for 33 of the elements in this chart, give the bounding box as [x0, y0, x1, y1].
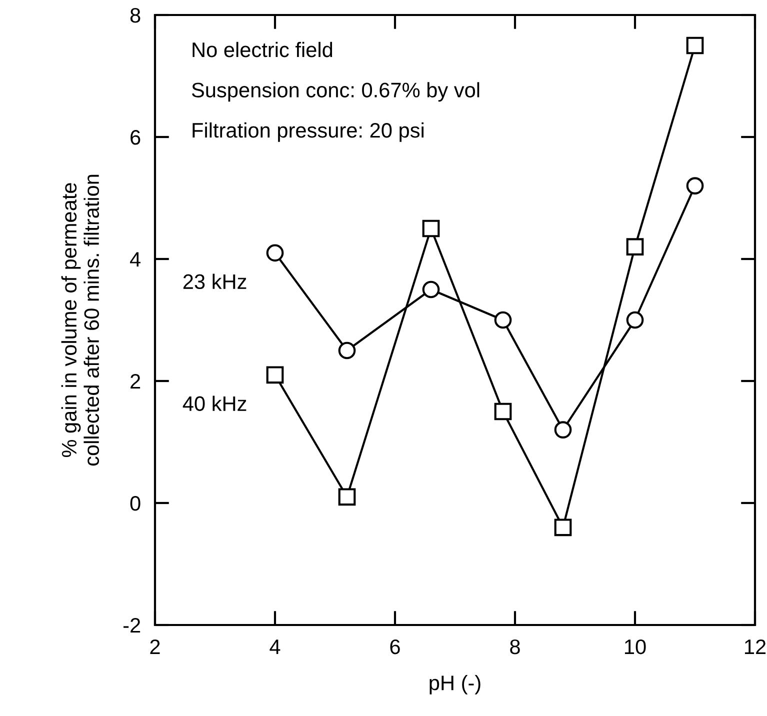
y-tick-label: 6: [130, 130, 140, 145]
point: [494, 311, 512, 329]
series-label: 40 kHz: [182, 396, 246, 412]
series-label: 23 kHz: [183, 274, 246, 290]
point: [554, 518, 572, 536]
x-tick-label: 2: [150, 639, 160, 654]
point: [494, 402, 512, 420]
point: [266, 366, 284, 384]
x-tick-label: 12: [745, 639, 766, 654]
point: [686, 36, 704, 54]
point: [554, 421, 572, 438]
y-tick-label: 4: [130, 252, 140, 267]
y-tick-label: 2: [130, 374, 140, 389]
x-tick-label: 8: [510, 639, 520, 654]
y-tick-label: 8: [130, 8, 140, 23]
point: [686, 177, 704, 194]
x-tick-label: 10: [625, 639, 646, 654]
y-tick-label: 0: [130, 496, 140, 511]
x-tick-label: 6: [390, 639, 400, 654]
annotation: Filtration pressure: 20 psi: [192, 122, 424, 142]
y-axis-title: % gain in volume of permeate collected after 60 mins. filtration: [61, 174, 100, 466]
annotation: No electric field: [192, 42, 332, 58]
point: [338, 488, 356, 506]
annotation: Suspension conc: 0.67% by vol: [192, 82, 480, 102]
x-tick-label: 4: [270, 640, 280, 654]
point: [422, 280, 440, 298]
point: [626, 311, 644, 329]
point: [266, 244, 284, 262]
point: [338, 342, 356, 360]
point: [626, 238, 644, 256]
x-axis-title: pH (-): [430, 674, 480, 694]
point: [422, 220, 440, 238]
y-tick-label: -2: [124, 618, 140, 633]
